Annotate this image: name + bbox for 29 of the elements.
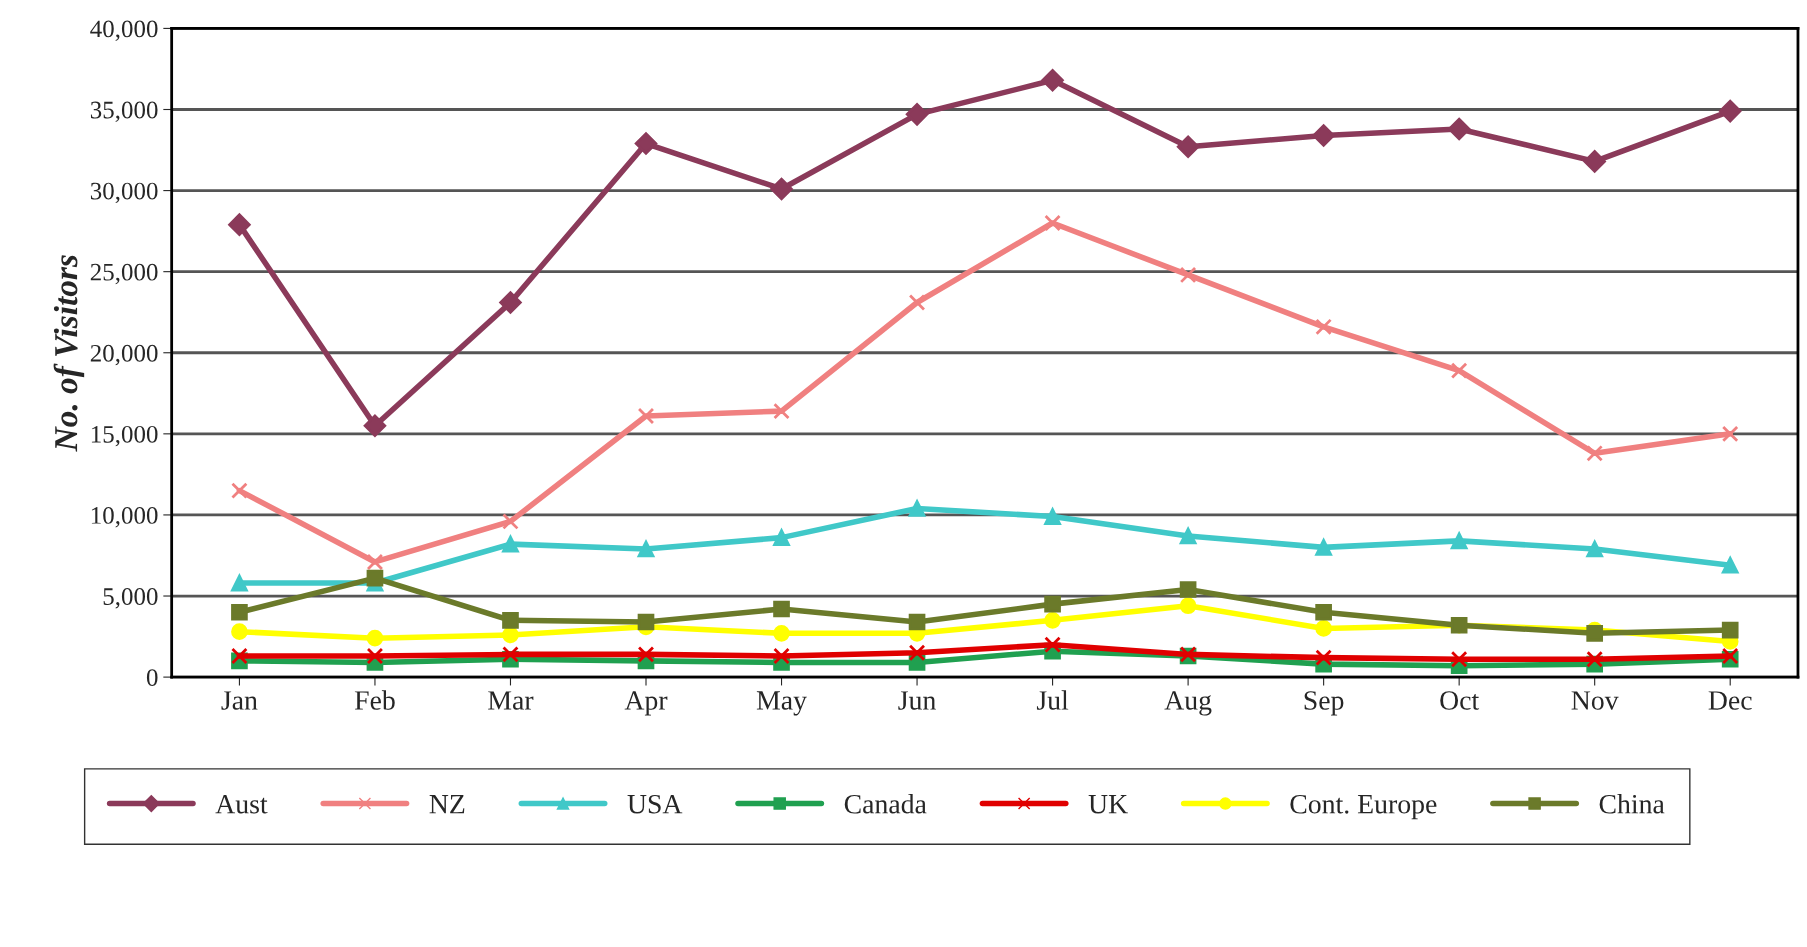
y-tick-label: 25,000 xyxy=(90,263,158,285)
y-tick-label: 20,000 xyxy=(90,344,158,366)
y-tick-label: 30,000 xyxy=(90,182,158,204)
x-tick-label: Oct xyxy=(1440,691,1480,710)
x-tick-label: Jul xyxy=(1036,690,1069,710)
legend-label: Canada xyxy=(844,794,927,814)
legend-label: Aust xyxy=(215,794,268,814)
x-tick-label: Dec xyxy=(1708,691,1752,710)
y-tick-label: 15,000 xyxy=(91,425,158,447)
x-tick-label: May xyxy=(756,691,807,716)
y-tick-label: 40,000 xyxy=(90,20,158,41)
y-tick-label: 35,000 xyxy=(90,101,158,123)
x-tick-label: Mar xyxy=(488,691,534,710)
x-tick-label: Feb xyxy=(354,690,395,710)
legend-label: USA xyxy=(627,794,683,814)
x-tick-label: Jun xyxy=(898,691,936,710)
y-tick-label: 10,000 xyxy=(91,506,158,528)
y-axis-title: No. of Visitors xyxy=(53,255,85,452)
legend-label: UK xyxy=(1088,795,1128,814)
y-tick-label: 5,000 xyxy=(103,588,158,609)
x-tick-label: Apr xyxy=(624,691,668,716)
legend-label: Cont. Europe xyxy=(1290,794,1437,820)
legend-label: China xyxy=(1599,794,1665,814)
legend-label: NZ xyxy=(429,795,465,814)
x-tick-label: Sep xyxy=(1304,691,1344,716)
x-tick-label: Aug xyxy=(1164,691,1212,716)
x-tick-label: Jan xyxy=(221,691,258,710)
y-tick-label: 0 xyxy=(146,669,158,687)
x-tick-label: Nov xyxy=(1571,691,1619,710)
